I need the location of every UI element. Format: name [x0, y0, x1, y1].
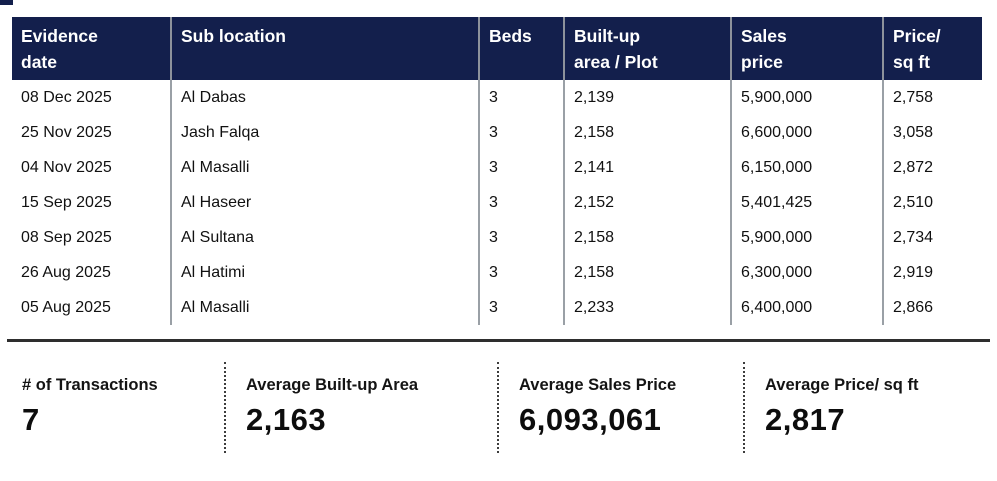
- cell-evidence-date: 15 Sep 2025: [21, 193, 112, 211]
- table-row: 08 Sep 2025 Al Sultana 3 2,158 5,900,000…: [12, 220, 982, 255]
- corner-fragment: [0, 0, 13, 5]
- cell-built-up-area: 2,158: [563, 220, 730, 255]
- cell-sub-location: Al Hatimi: [170, 255, 478, 290]
- cell-sales-price: 6,150,000: [730, 150, 882, 185]
- table-row: 25 Nov 2025 Jash Falqa 3 2,158 6,600,000…: [12, 115, 982, 150]
- metric-average-sales-price: Average Sales Price 6,093,061: [497, 362, 743, 453]
- cell-built-up-area: 2,139: [563, 80, 730, 115]
- cell-sub-location: Al Sultana: [170, 220, 478, 255]
- cell-beds: 3: [478, 150, 563, 185]
- cell-sales-price: 5,900,000: [730, 80, 882, 115]
- cell-beds: 3: [478, 80, 563, 115]
- table-header-row: Evidence date Sub location Beds Built-up…: [12, 17, 982, 80]
- cell-evidence-date: 08 Dec 2025: [21, 88, 112, 106]
- metric-average-price-sq-ft: Average Price/ sq ft 2,817: [743, 362, 997, 453]
- cell-sales-price: 6,600,000: [730, 115, 882, 150]
- column-header-beds: Beds: [478, 17, 563, 80]
- cell-price-sq-ft: 2,734: [882, 220, 982, 255]
- metric-value: 7: [22, 402, 40, 437]
- cell-evidence-date: 25 Nov 2025: [21, 123, 112, 141]
- summary-divider-line: [7, 339, 990, 342]
- cell-evidence-date: 04 Nov 2025: [21, 158, 112, 176]
- summary-strip: # of Transactions 7 Average Built-up Are…: [0, 362, 997, 453]
- cell-beds: 3: [478, 290, 563, 325]
- cell-sub-location: Al Dabas: [170, 80, 478, 115]
- table-row: 08 Dec 2025 Al Dabas 3 2,139 5,900,000 2…: [12, 80, 982, 115]
- metric-label: # of Transactions: [22, 376, 158, 394]
- cell-sub-location: Al Masalli: [170, 150, 478, 185]
- table-body: 08 Dec 2025 Al Dabas 3 2,139 5,900,000 2…: [12, 80, 982, 325]
- column-header-evidence-date: Evidence date: [21, 26, 98, 72]
- table-row: 26 Aug 2025 Al Hatimi 3 2,158 6,300,000 …: [12, 255, 982, 290]
- cell-price-sq-ft: 2,919: [882, 255, 982, 290]
- metric-value: 6,093,061: [519, 402, 662, 437]
- column-header-sub-location: Sub location: [170, 17, 478, 80]
- metric-value: 2,817: [765, 402, 846, 437]
- cell-sales-price: 6,300,000: [730, 255, 882, 290]
- cell-sales-price: 5,401,425: [730, 185, 882, 220]
- cell-sales-price: 5,900,000: [730, 220, 882, 255]
- metric-label: Average Sales Price: [519, 376, 677, 394]
- cell-evidence-date: 08 Sep 2025: [21, 228, 112, 246]
- metric-transactions: # of Transactions 7: [0, 362, 224, 453]
- table-row: 04 Nov 2025 Al Masalli 3 2,141 6,150,000…: [12, 150, 982, 185]
- cell-beds: 3: [478, 220, 563, 255]
- cell-price-sq-ft: 2,510: [882, 185, 982, 220]
- column-header-built-up-area: Built-up area / Plot: [563, 17, 730, 80]
- column-header-price-sq-ft: Price/ sq ft: [882, 17, 982, 80]
- cell-beds: 3: [478, 115, 563, 150]
- cell-built-up-area: 2,158: [563, 115, 730, 150]
- cell-sub-location: Al Masalli: [170, 290, 478, 325]
- cell-price-sq-ft: 2,758: [882, 80, 982, 115]
- metric-average-built-up-area: Average Built-up Area 2,163: [224, 362, 497, 453]
- cell-price-sq-ft: 2,872: [882, 150, 982, 185]
- cell-evidence-date: 05 Aug 2025: [21, 298, 111, 316]
- cell-sales-price: 6,400,000: [730, 290, 882, 325]
- metric-label: Average Built-up Area: [246, 376, 419, 394]
- table-row: 15 Sep 2025 Al Haseer 3 2,152 5,401,425 …: [12, 185, 982, 220]
- column-header-sales-price: Sales price: [730, 17, 882, 80]
- cell-built-up-area: 2,141: [563, 150, 730, 185]
- transactions-table: Evidence date Sub location Beds Built-up…: [12, 17, 982, 325]
- metric-label: Average Price/ sq ft: [765, 376, 919, 394]
- cell-price-sq-ft: 3,058: [882, 115, 982, 150]
- cell-sub-location: Al Haseer: [170, 185, 478, 220]
- cell-evidence-date: 26 Aug 2025: [21, 263, 111, 281]
- cell-beds: 3: [478, 185, 563, 220]
- cell-price-sq-ft: 2,866: [882, 290, 982, 325]
- cell-built-up-area: 2,152: [563, 185, 730, 220]
- cell-built-up-area: 2,233: [563, 290, 730, 325]
- cell-beds: 3: [478, 255, 563, 290]
- table-row: 05 Aug 2025 Al Masalli 3 2,233 6,400,000…: [12, 290, 982, 325]
- metric-value: 2,163: [246, 402, 327, 437]
- cell-sub-location: Jash Falqa: [170, 115, 478, 150]
- cell-built-up-area: 2,158: [563, 255, 730, 290]
